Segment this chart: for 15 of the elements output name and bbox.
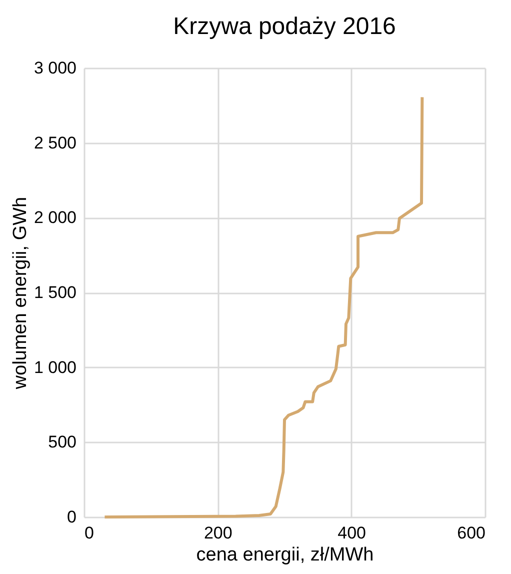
- x-tick-label: 400: [338, 524, 366, 542]
- line-series: [103, 96, 424, 518]
- y-tick-label: 1 500: [34, 283, 76, 302]
- y-tick-label: 2 500: [34, 133, 76, 152]
- x-tick-label: 0: [84, 524, 94, 542]
- y-tick-label: 3 000: [34, 58, 76, 78]
- x-tick-label: 600: [457, 524, 486, 542]
- y-tick-label: 1 000: [34, 358, 76, 377]
- chart-title: Krzywa podaży 2016: [173, 13, 396, 40]
- x-axis-title: cena energii, zł/MWh: [196, 544, 374, 566]
- x-tick-label: 200: [204, 524, 232, 542]
- y-tick-label: 500: [48, 432, 76, 452]
- y-axis-title: wolumen energii, GWh: [10, 196, 31, 390]
- y-tick-label: 2 000: [34, 208, 76, 228]
- y-tick-label: 0: [67, 508, 76, 526]
